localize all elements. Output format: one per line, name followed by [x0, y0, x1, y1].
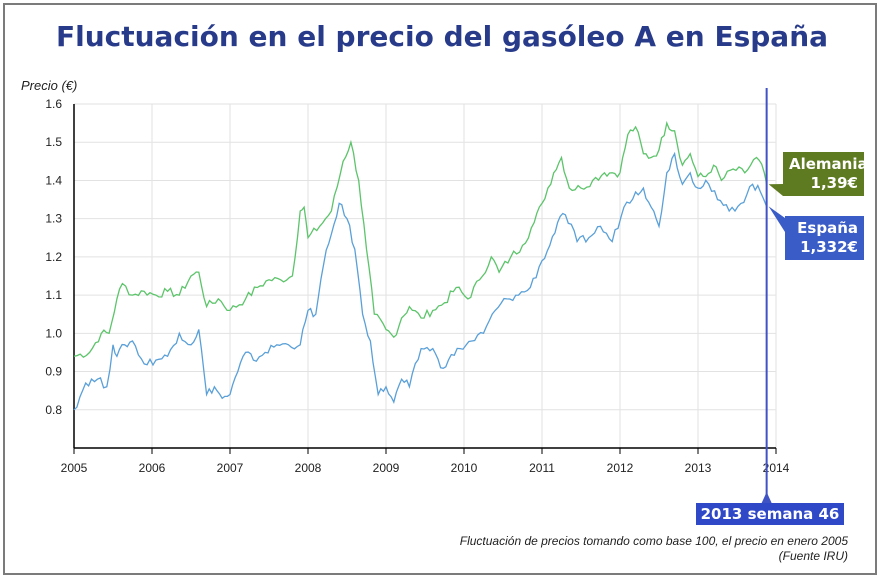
- callout-alemania-value: 1,39€: [810, 174, 858, 192]
- y-tick-label: 1.0: [45, 326, 62, 340]
- y-tick-label: 1.4: [45, 173, 62, 187]
- chart-title: Fluctuación en el precio del gasóleo A e…: [55, 20, 829, 53]
- y-tick-label: 0.8: [45, 403, 62, 417]
- x-tick-label: 2006: [139, 461, 166, 475]
- callout-espana-pointer: [768, 206, 785, 232]
- footnote-line-1: Fluctuación de precios tomando como base…: [459, 534, 848, 548]
- x-tick-label: 2014: [763, 461, 790, 475]
- y-tick-label: 1.5: [45, 135, 62, 149]
- x-tick-label: 2011: [529, 461, 555, 475]
- x-tick-label: 2008: [295, 461, 322, 475]
- y-tick-label: 1.6: [45, 97, 62, 111]
- callout-espana-value: 1,332€: [800, 238, 858, 256]
- series-line-espana: [73, 151, 768, 411]
- y-tick-label: 0.9: [45, 365, 62, 379]
- x-tick-label: 2005: [61, 461, 88, 475]
- week-marker-label: 2013 semana 46: [696, 503, 844, 525]
- y-axis-label: Precio (€): [21, 78, 78, 93]
- footnote-line-2: (Fuente IRU): [778, 549, 848, 563]
- x-tick-label: 2009: [373, 461, 400, 475]
- chart-frame: [3, 3, 877, 575]
- x-tick-label: 2013: [685, 461, 712, 475]
- callout-alemania-label: Alemania: [789, 155, 868, 173]
- x-tick-label: 2012: [607, 461, 634, 475]
- callout-espana: España 1,332€: [785, 216, 864, 260]
- callout-alemania-pointer: [768, 184, 783, 196]
- y-tick-label: 1.3: [45, 212, 62, 226]
- x-tick-label: 2010: [451, 461, 478, 475]
- y-tick-label: 1.1: [45, 288, 62, 302]
- series-line-alemania: [73, 120, 768, 359]
- x-tick-label: 2007: [217, 461, 244, 475]
- callout-espana-label: España: [797, 219, 858, 237]
- callout-alemania: Alemania 1,39€: [783, 152, 868, 196]
- week-marker-arrow: [761, 492, 772, 503]
- y-tick-label: 1.2: [45, 250, 62, 264]
